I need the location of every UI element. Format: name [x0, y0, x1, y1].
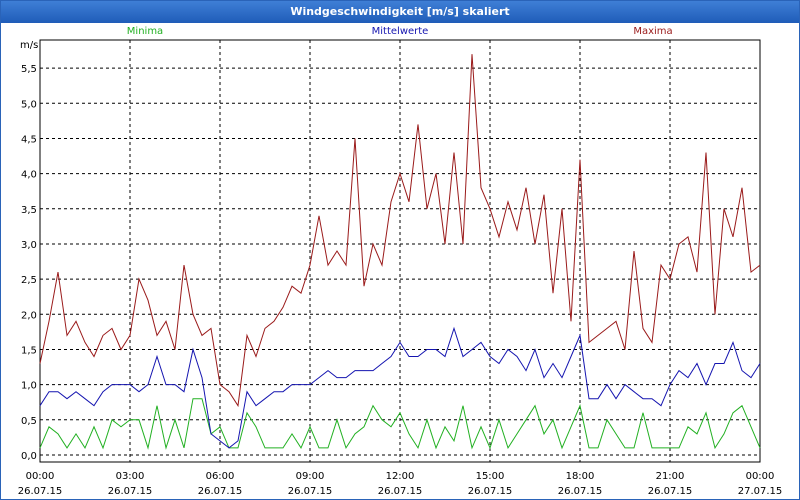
x-tick-time: 12:00 [386, 471, 415, 482]
y-tick-label: 5,5 [21, 64, 37, 75]
y-tick-label: 0,5 [21, 416, 37, 427]
x-tick-time: 09:00 [296, 471, 325, 482]
x-tick-date: 27.07.15 [738, 486, 783, 497]
x-tick-date: 26.07.15 [288, 486, 333, 497]
x-tick-date: 26.07.15 [648, 486, 693, 497]
x-tick-date: 26.07.15 [198, 486, 243, 497]
x-tick-time: 18:00 [566, 471, 595, 482]
legend-mittelwerte: Mittelwerte [372, 26, 429, 37]
y-tick-label: 1,5 [21, 345, 37, 356]
legend-maxima: Maxima [633, 26, 672, 37]
x-tick-time: 21:00 [656, 471, 685, 482]
x-tick-time: 03:00 [116, 471, 145, 482]
x-tick-date: 26.07.15 [18, 486, 63, 497]
y-axis-label: m/s [20, 40, 38, 51]
series-line-maxima [39, 54, 761, 408]
y-tick-label: 3,5 [21, 205, 37, 216]
x-axis-ticks: 00:00 26.07.15 03:00 26.07.15 06:00 26.07.15 0… [18, 471, 783, 497]
y-tick-label: 1,0 [21, 381, 37, 392]
y-tick-label: 4,0 [21, 170, 37, 181]
x-tick-date: 26.07.15 [558, 486, 603, 497]
y-tick-label: 4,5 [21, 134, 37, 145]
window-title: Windgeschwindigkeit [m/s] skaliert [1, 1, 799, 23]
x-tick-date: 26.07.15 [108, 486, 153, 497]
series-line-minima [39, 398, 761, 450]
y-tick-label: 2,5 [21, 275, 37, 286]
y-tick-label: 5,0 [21, 99, 37, 110]
grid-lines [40, 40, 760, 462]
x-tick-time: 15:00 [476, 471, 505, 482]
series-lines [39, 54, 761, 450]
y-tick-label: 2,0 [21, 310, 37, 321]
y-axis-ticks: 0,0 0,5 1,0 1,5 2,0 2,5 3,0 3,5 4,0 4,5 5,0 5,5 [21, 64, 37, 462]
x-tick-date: 26.07.15 [468, 486, 513, 497]
legend-minima: Minima [127, 26, 163, 37]
y-tick-label: 3,0 [21, 240, 37, 251]
y-tick-label: 0,0 [21, 451, 37, 462]
x-tick-time: 00:00 [746, 471, 775, 482]
x-tick-date: 26.07.15 [378, 486, 423, 497]
series-line-mittelwerte [39, 326, 761, 449]
x-tick-time: 06:00 [206, 471, 235, 482]
x-tick-time: 00:00 [26, 471, 55, 482]
